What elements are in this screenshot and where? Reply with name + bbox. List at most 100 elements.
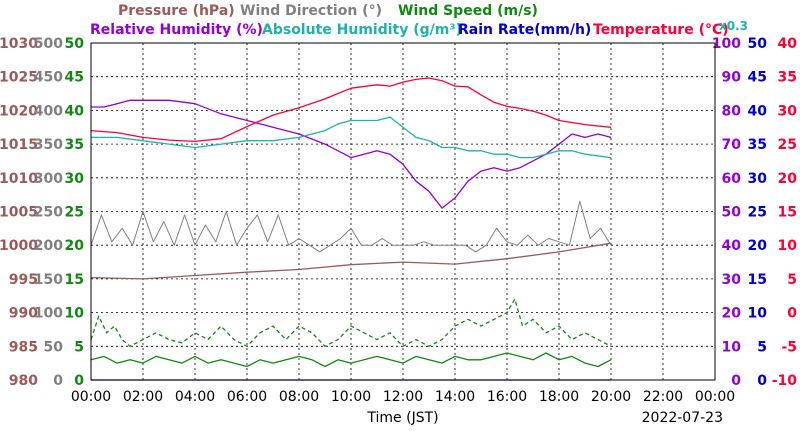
y-tick-label-wind-direction: 350: [34, 137, 63, 153]
x-tick-label: 14:00: [435, 389, 475, 405]
y-tick-label-rain-rate: 30: [748, 171, 768, 187]
y-tick-label-humidity: 70: [722, 137, 742, 153]
series-line-wind-speed-m-s-avg: [90, 352, 612, 368]
axes: 00:00 02:00 04:00 06:00 08:00 10:00 12:00 14:00…: [0, 36, 797, 405]
legend-relative-humidity: Relative Humidity (%): [90, 22, 263, 38]
y-tick-label-rain-rate: 15: [748, 272, 767, 288]
y-tick-label-temperature: 35: [778, 70, 797, 86]
y-tick-label-pressure: 1005: [0, 205, 38, 221]
y-tick-label-temperature: 20: [778, 171, 798, 187]
legend-rain-rate: Rain Rate(mm/h): [458, 22, 591, 38]
y-tick-label-temperature: 30: [778, 103, 798, 119]
y-tick-label-pressure: 1010: [0, 171, 38, 187]
y-tick-label-pressure: 995: [9, 272, 38, 288]
y-tick-label-pressure: 980: [9, 373, 38, 389]
series-line-wind-direction: [90, 200, 612, 253]
y-tick-label-humidity: 10: [722, 339, 742, 355]
chart-date: 2022-07-23: [642, 410, 723, 426]
y-tick-label-temperature: 15: [778, 205, 797, 221]
y-tick-label-temperature: 40: [778, 36, 798, 52]
x-tick-label: 06:00: [227, 389, 267, 405]
y-tick-label-humidity: 20: [722, 306, 742, 322]
y-tick-label-temperature: -5: [781, 339, 797, 355]
legend-row-1: Pressure (hPa) Wind Direction (°) Wind S…: [118, 3, 538, 19]
y-tick-label-rain-rate: 25: [748, 205, 767, 221]
y-tick-label-wind-direction: 400: [34, 103, 63, 119]
y-tick-label-humidity: 60: [722, 171, 742, 187]
y-tick-label-rain-rate: 45: [748, 70, 767, 86]
y-tick-label-pressure: 1025: [0, 70, 38, 86]
y-tick-label-rain-rate: 5: [757, 339, 767, 355]
series-line-relative-humidity: [91, 99, 612, 209]
y-tick-label-humidity: 30: [722, 272, 742, 288]
y-tick-label-wind-direction: 300: [34, 171, 63, 187]
y-tick-label-rain-rate: 20: [748, 238, 768, 254]
x-tick-label: 18:00: [539, 389, 579, 405]
x-axis-title: Time (JST): [366, 410, 438, 426]
legend-absolute-humidity: Absolute Humidity (g/m³): [262, 22, 462, 38]
y-tick-label-humidity: 80: [722, 103, 742, 119]
y-tick-label-pressure: 1030: [0, 36, 38, 52]
y-tick-label-wind-speed: 5: [74, 339, 84, 355]
y-tick-label-rain-rate: 50: [748, 36, 768, 52]
x-tick-label: 12:00: [383, 389, 423, 405]
scale-note: x0.3: [719, 19, 748, 33]
x-tick-label: 08:00: [279, 389, 319, 405]
y-tick-label-wind-direction: 150: [34, 272, 63, 288]
y-tick-label-wind-speed: 35: [65, 137, 84, 153]
y-tick-label-wind-direction: 0: [53, 373, 63, 389]
y-tick-label-wind-speed: 15: [65, 272, 84, 288]
y-tick-label-wind-direction: 500: [34, 36, 63, 52]
y-tick-label-wind-speed: 30: [65, 171, 85, 187]
x-tick-label: 02:00: [123, 389, 163, 405]
y-tick-label-wind-speed: 45: [65, 70, 84, 86]
y-tick-label-wind-speed: 25: [65, 205, 84, 221]
legend-row-2: Relative Humidity (%) Absolute Humidity …: [90, 19, 748, 38]
plot-frame: [90, 42, 716, 381]
y-tick-label-humidity: 40: [722, 238, 742, 254]
series-line-absolute-humidity-g-m: [91, 116, 612, 159]
y-tick-label-humidity: 100: [712, 36, 741, 52]
y-tick-label-wind-direction: 200: [34, 238, 63, 254]
x-tick-label: 00:00: [695, 389, 735, 405]
legend-pressure: Pressure (hPa): [118, 3, 235, 19]
y-tick-label-wind-speed: 0: [74, 373, 84, 389]
y-tick-label-temperature: 5: [787, 272, 797, 288]
y-tick-label-wind-speed: 40: [65, 103, 85, 119]
y-tick-label-temperature: 0: [787, 306, 797, 322]
y-tick-label-pressure: 1020: [0, 103, 38, 119]
x-tick-label: 16:00: [487, 389, 527, 405]
y-tick-label-wind-speed: 10: [65, 306, 85, 322]
y-tick-label-rain-rate: 10: [748, 306, 768, 322]
x-tick-label: 20:00: [591, 389, 631, 405]
x-tick-label: 10:00: [331, 389, 371, 405]
y-tick-label-pressure: 990: [9, 306, 38, 322]
y-tick-label-wind-direction: 50: [44, 339, 64, 355]
series-line-temperature-c: [90, 77, 612, 143]
y-tick-label-pressure: 985: [9, 339, 38, 355]
y-tick-label-rain-rate: 0: [757, 373, 767, 389]
legend-wind-direction: Wind Direction (°): [240, 3, 382, 19]
y-tick-label-humidity: 0: [731, 373, 741, 389]
x-tick-label: 00:00: [71, 389, 111, 405]
y-tick-label-humidity: 90: [722, 70, 742, 86]
x-tick-label: 22:00: [643, 389, 683, 405]
y-tick-label-wind-direction: 250: [34, 205, 63, 221]
y-tick-label-wind-direction: 100: [34, 306, 63, 322]
series-line-pressure-hpa: [90, 242, 612, 280]
y-tick-label-temperature: 25: [778, 137, 797, 153]
y-tick-label-rain-rate: 35: [748, 137, 767, 153]
y-tick-label-wind-direction: 450: [34, 70, 63, 86]
y-tick-label-wind-speed: 50: [65, 36, 85, 52]
y-tick-label-wind-speed: 20: [65, 238, 85, 254]
x-tick-label: 04:00: [175, 389, 215, 405]
y-tick-label-temperature: -10: [772, 373, 798, 389]
legend-temperature: Temperature (°C): [593, 22, 729, 38]
legend-wind-speed: Wind Speed (m/s): [398, 3, 538, 19]
y-tick-label-humidity: 50: [722, 205, 742, 221]
y-tick-label-pressure: 1015: [0, 137, 38, 153]
grid: [91, 43, 715, 380]
y-tick-label-rain-rate: 40: [748, 103, 768, 119]
y-tick-label-pressure: 1000: [0, 238, 38, 254]
